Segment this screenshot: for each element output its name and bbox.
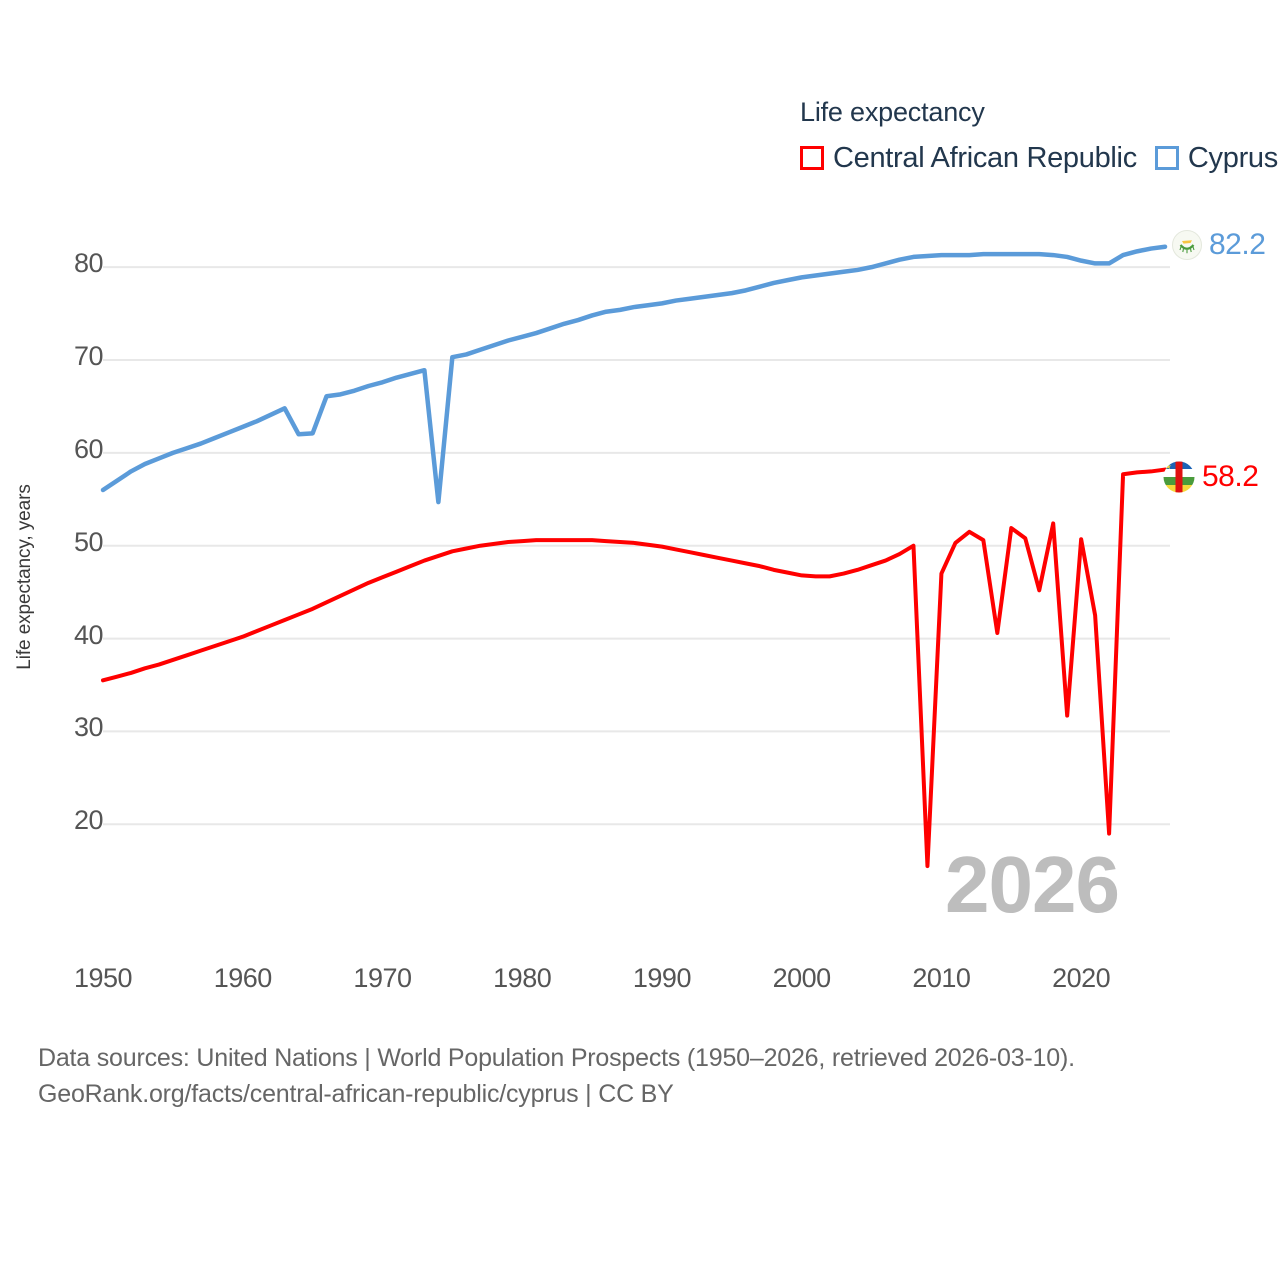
footer-sources: Data sources: United Nations | World Pop… — [38, 1040, 1248, 1113]
x-axis-tick-label: 1980 — [493, 963, 552, 993]
legend-entries: Central African Republic Cyprus — [800, 141, 1278, 174]
y-axis-tick-label: 60 — [73, 433, 104, 464]
y-axis-tick-label: 70 — [73, 341, 104, 371]
x-axis-tick-label: 2020 — [1052, 963, 1111, 993]
end-value-central-african-republic: 58.2 — [1202, 460, 1259, 493]
end-label-cyprus: 82.2 — [1172, 228, 1266, 261]
cyprus-flag-icon — [1172, 230, 1202, 260]
x-axis-tick-label: 2010 — [912, 963, 971, 993]
footer-line-1: Data sources: United Nations | World Pop… — [38, 1044, 1075, 1072]
year-watermark: 2026 — [945, 840, 1120, 929]
y-axis-tick-label: 80 — [73, 248, 104, 279]
end-label-central-african-republic: 58.2 — [1163, 460, 1259, 493]
series-line-central-african-republic — [101, 467, 1167, 869]
series-line-cyprus — [100, 244, 1168, 505]
legend-swatch-icon-cyprus — [1154, 146, 1179, 171]
legend-swatch-icon-central-african-republic — [800, 146, 824, 171]
x-axis-tick-label: 1990 — [632, 963, 692, 993]
y-axis-tick-label: 20 — [73, 805, 104, 836]
x-axis-tick-label: 1950 — [73, 963, 133, 993]
end-value-cyprus: 82.2 — [1209, 228, 1266, 261]
y-axis-tick-label: 50 — [73, 526, 104, 557]
footer-line-2: GeoRank.org/facts/central-african-republ… — [38, 1080, 674, 1109]
legend-item-central-african-republic[interactable]: Central African Republic — [800, 141, 1137, 174]
plot-area: 20 30 40 50 60 70 80 1950 1960 1970 1980 1990 2000 2… — [0, 0, 1170, 1030]
y-axis-ticks: 20 30 40 50 60 70 80 — [0, 0, 104, 1030]
legend-label-cyprus: Cyprus — [1187, 141, 1278, 174]
y-axis-tick-label: 30 — [73, 712, 104, 743]
x-axis-tick-label: 1970 — [353, 963, 412, 993]
gridlines — [103, 266, 1170, 826]
legend-item-cyprus[interactable]: Cyprus — [1154, 141, 1278, 174]
x-axis-tick-label: 1960 — [213, 963, 273, 993]
chart-legend: Life expectancy Central African Republic… — [800, 97, 1278, 174]
plot-svg — [100, 244, 1170, 869]
legend-label-central-african-republic: Central African Republic — [833, 141, 1137, 174]
x-axis-tick-label: 2000 — [772, 963, 832, 993]
y-axis-label: Life expectancy, years — [14, 484, 35, 670]
central-african-republic-flag-icon — [1163, 461, 1195, 493]
y-axis-tick-label: 40 — [73, 619, 104, 650]
legend-title: Life expectancy — [800, 97, 985, 127]
